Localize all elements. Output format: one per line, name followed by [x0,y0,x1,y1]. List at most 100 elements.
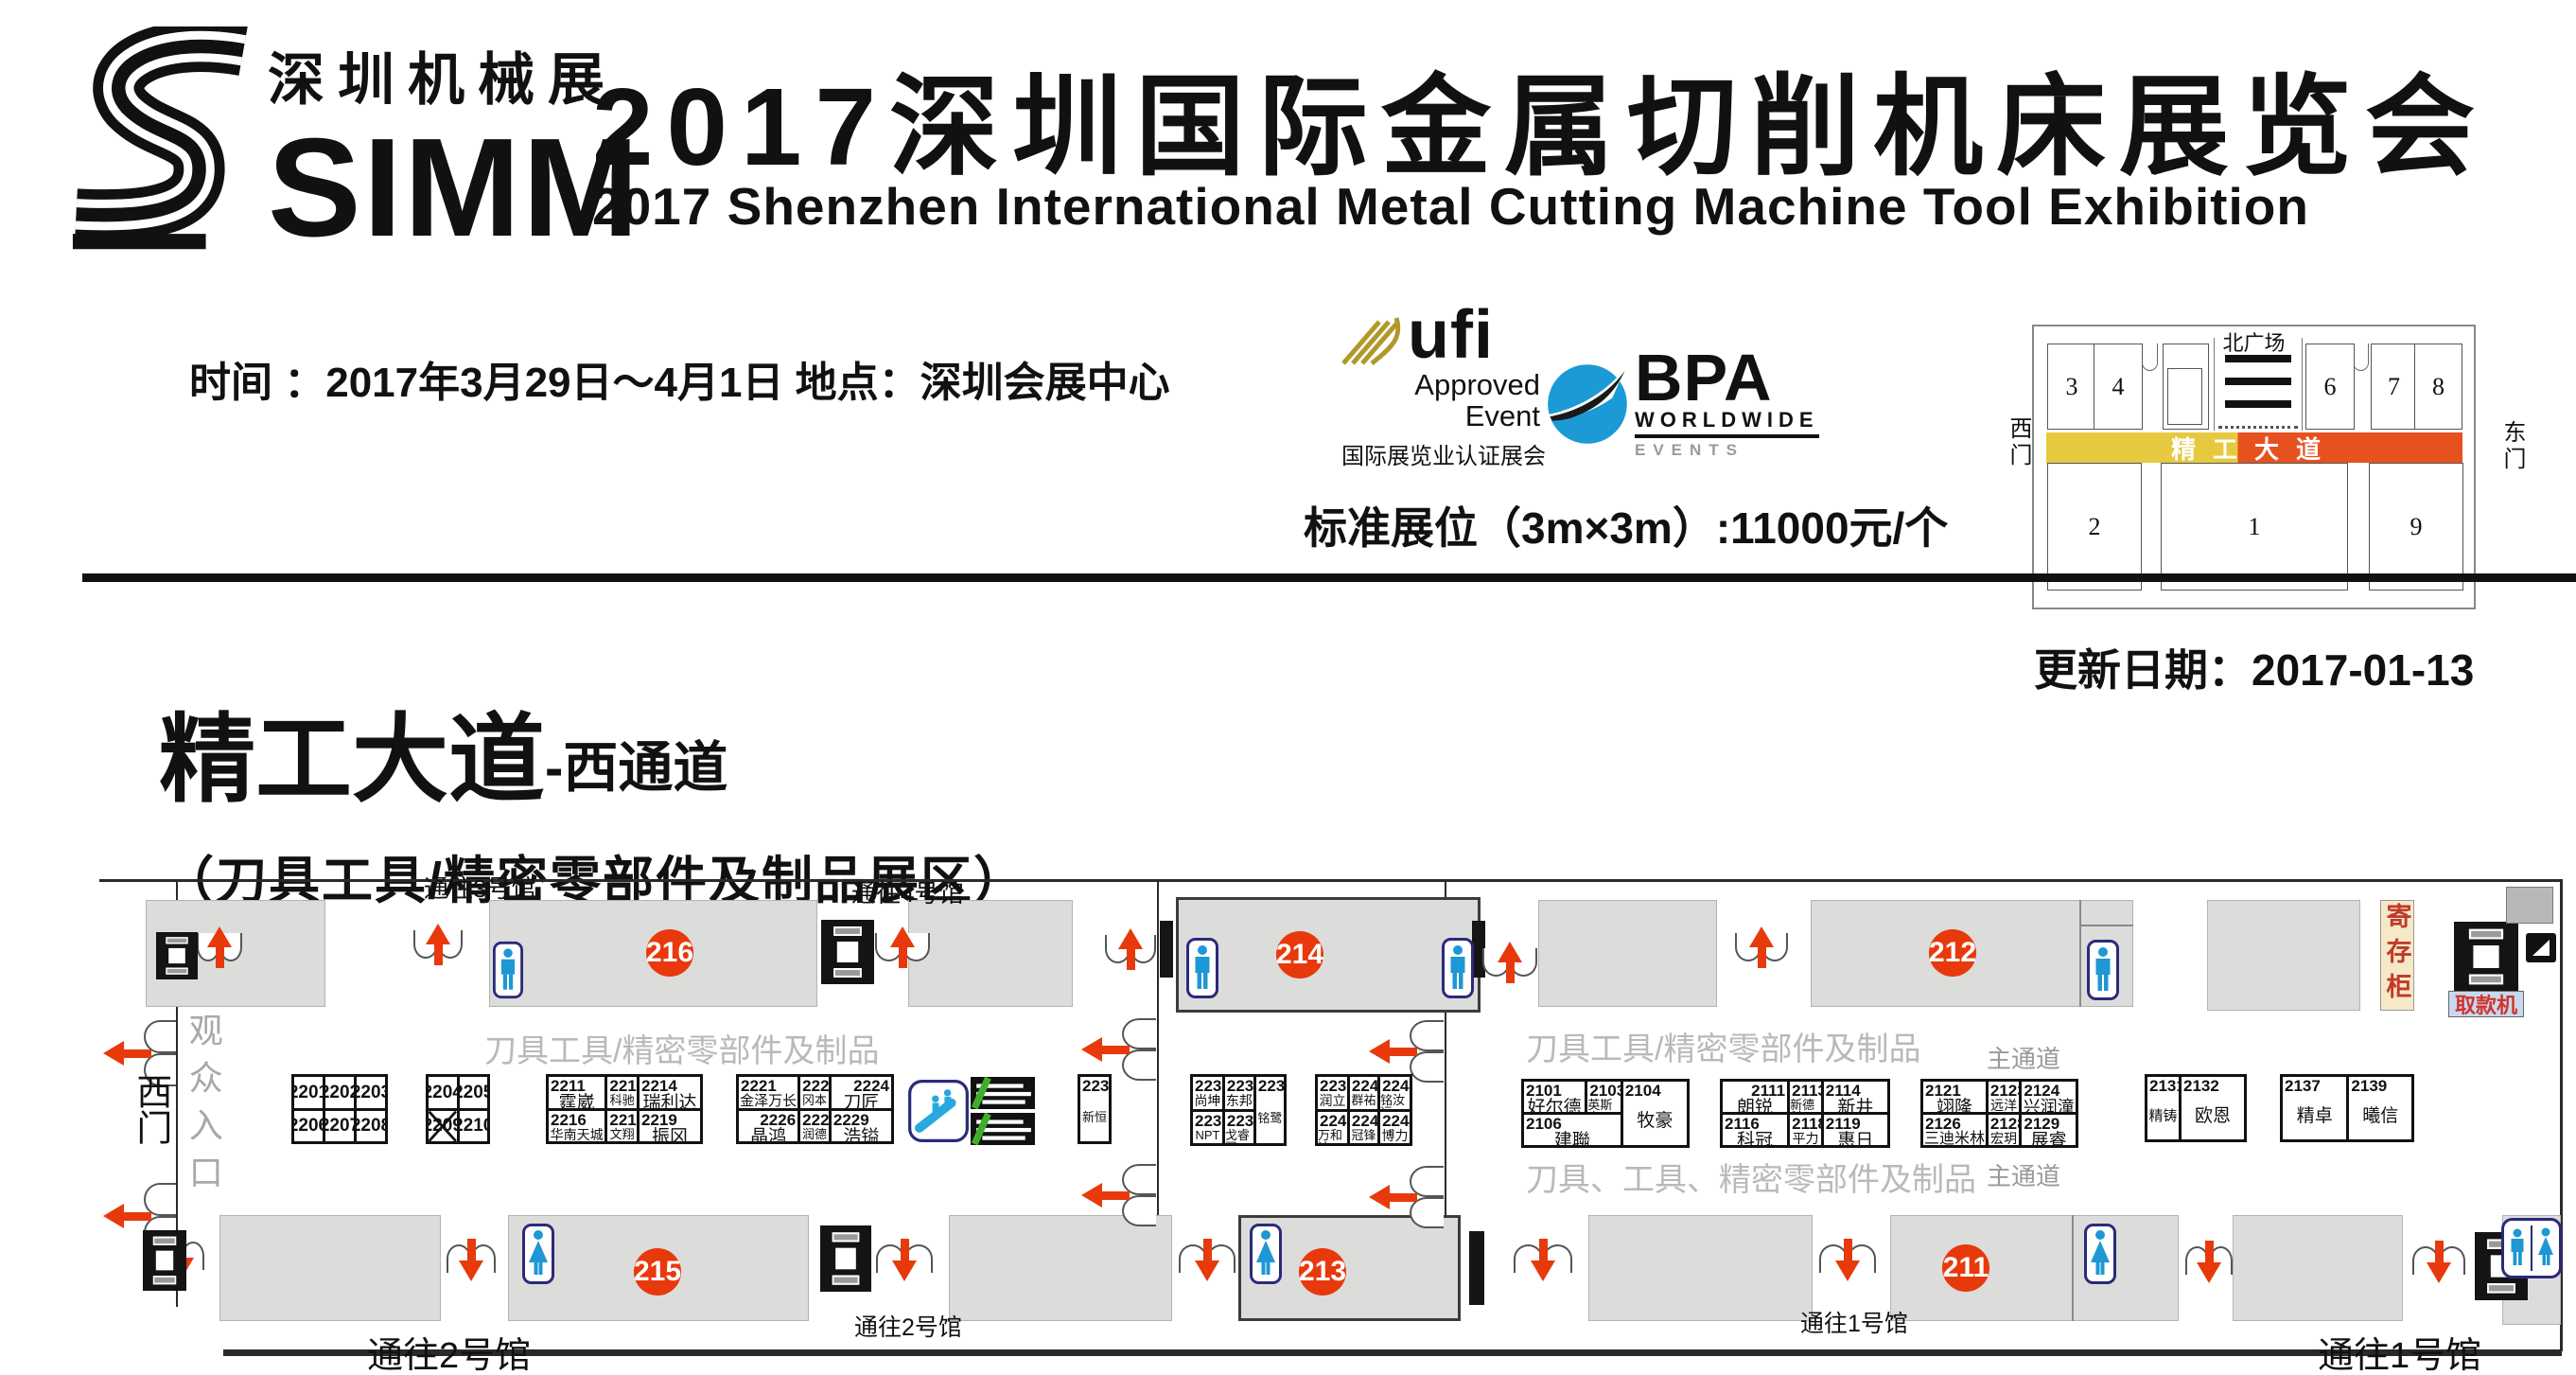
minimap-jinggong-avenue: 精工大道 [2046,432,2462,464]
booth-2205: 2205 [459,1077,487,1108]
wc-male-icon [1186,937,1218,999]
wall [1445,879,1446,1217]
booth-name: 博力 [1381,1127,1409,1143]
booth-number: 2128 [1989,1115,2019,1133]
locker-label: 寄存柜 [2380,900,2414,1011]
booth-name: 新恒 [1081,1109,1107,1124]
booth-2228: 2228润德 [800,1110,829,1141]
plan-label: 观众入口 [184,1013,223,1202]
booth-2114: 2114 新井 [1823,1082,1887,1112]
escalator-black-icon [2454,922,2518,992]
booth-name: 瑞利达 [642,1093,697,1108]
arrow-shaft [1202,1239,1212,1274]
booth-2236: 2236NPT [1193,1111,1222,1143]
booth-name: 牧豪 [1637,1111,1674,1131]
booth-number: 2123 [1989,1082,2019,1100]
booth-name: 翊隆 [1936,1098,1972,1112]
booth-2240: 2240群祐 [1349,1077,1378,1109]
booth-2204: 2204 [429,1077,457,1108]
minimap-hall-9: 9 [2369,463,2463,591]
booth-number: 2239 [1320,1077,1347,1095]
booth-name: 戈睿司 [1224,1127,1250,1144]
booth-number: 2114 [1825,1082,1861,1100]
hall-number-badge: 214 [1276,931,1323,978]
booth-2207: 2207 [325,1110,354,1141]
booth-2209: 2209 [429,1110,457,1141]
booth-block: 2239润立2240群祐2241铭汝远2242万和达2243冠锋2244博力 [1315,1074,1412,1146]
booth-2128: 2128宏玥 [1988,1115,2020,1145]
stairs-icon [971,1113,1035,1145]
door-fan [1122,1049,1156,1081]
hall-block [949,1215,1172,1321]
ufi-approved: Approved [1414,368,1540,401]
booth-name: 刀匠 [843,1093,880,1108]
direction-arrow-up [1749,914,1774,969]
booth-number: 2214 [640,1077,677,1095]
plan-label: 主通道 [1987,1045,2061,1073]
booth-number: 2216 [551,1110,587,1129]
booth-number: 2132 [2183,1077,2219,1095]
booth-number: 2211 [551,1077,586,1095]
escalator-black-icon [156,932,198,979]
door-swing [1410,1166,1444,1228]
booth-number: 2213 [609,1077,637,1095]
page-title: 2017深圳国际金属切削机床展览会 [592,65,2489,188]
plan-label: 西门 [130,1073,170,1145]
booth-name: 铭鹭 [1257,1110,1283,1125]
door-fan [1122,1195,1156,1226]
booth-2129: 2129 展睿 [2022,1115,2076,1145]
booth-name: 展睿 [2030,1131,2067,1145]
booth-number: 2219 [640,1110,677,1129]
booth-name: 三迪米林 [1923,1131,1985,1146]
booth-number: 2244 [1382,1111,1410,1130]
simm-s-icon [66,21,260,252]
booth-name: 润立 [1319,1093,1346,1108]
booth-name: 科冠 [1737,1131,1774,1145]
booth-number: 2240 [1351,1077,1378,1095]
direction-arrow-up [207,914,232,969]
hall-number-badge: 213 [1299,1248,1346,1296]
arrow-shaft [2204,1241,2214,1276]
booth-number: 2231 [1082,1077,1109,1095]
arrow-shaft [898,934,907,968]
booth-name: 宏玥 [1990,1131,2018,1145]
booth-number: 2124 [2024,1082,2060,1100]
booth-name: 新井 [1837,1098,1874,1112]
arrow-shaft [1376,1192,1417,1202]
booth-2211: 2211 霆崴 [549,1077,605,1108]
door-fan [1122,1018,1156,1049]
direction-arrow-up [1498,929,1522,984]
booth-number: 2137 [2285,1077,2321,1095]
booth-2113: 2113新德科 [1790,1082,1821,1112]
booth-2234: 2234东邦 [1224,1077,1253,1109]
arrow-shaft [215,934,224,968]
booth-2132: 2132 欧恩 [2182,1077,2244,1139]
wall [99,879,2562,882]
escalator-black-icon [821,920,874,984]
booth-number: 2113 [1792,1082,1821,1100]
booth-name: 尚坤 [1194,1093,1221,1108]
direction-arrow-left [1357,1039,1417,1064]
booth-number: 2226 [760,1110,797,1129]
direction-arrow-down [892,1239,917,1294]
booth-number: 2218 [609,1110,637,1129]
booth-2116: 2116 科冠 [1723,1115,1788,1145]
booth-2229: 2229 浩镒 [831,1110,891,1141]
booth-name: 冠锋 [1351,1127,1376,1142]
plan-label: 刀具工具/精密零部件及制品 [484,1033,880,1069]
booth-name: 兴润潼 [2023,1098,2075,1112]
booth-2221: 2221 金泽万长 [739,1077,798,1108]
booth-2119: 2119 惠日 [1823,1115,1887,1145]
booth-number: 2126 [1925,1115,1961,1133]
booth-name: 振冈 [651,1126,688,1142]
booth-number: 2121 [1925,1082,1961,1100]
booth-2124: 2124 兴润潼 [2022,1082,2076,1112]
booth-name: 金泽万长 [740,1093,797,1108]
booth-number: 2233 [1195,1077,1222,1095]
header-divider [82,573,2576,582]
door-swing [144,1020,176,1086]
arrow-shaft [1089,1045,1130,1054]
booth-2206: 2206 [294,1110,323,1141]
booth-2223: 2223冈本 [800,1077,829,1108]
hall-block [219,1215,441,1321]
